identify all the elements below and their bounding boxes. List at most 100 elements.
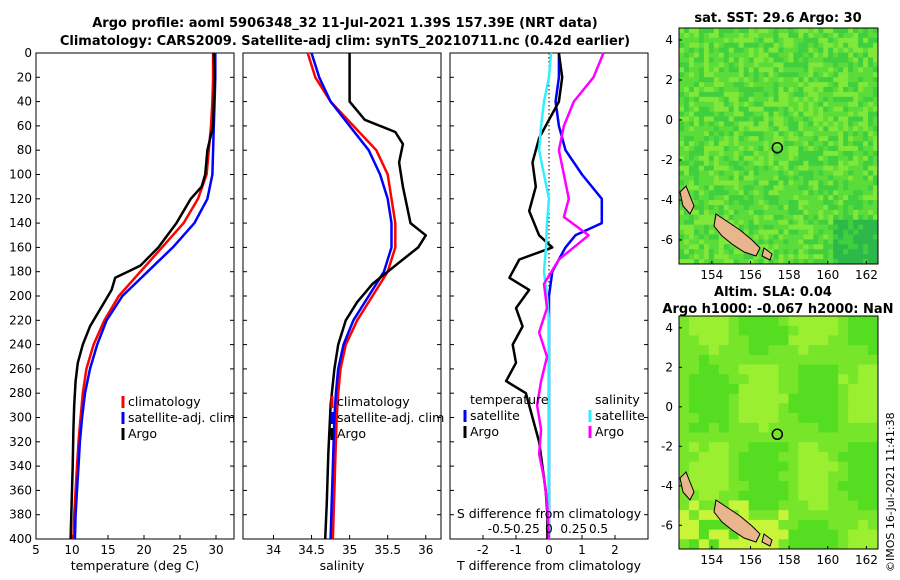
map-cell [693, 234, 700, 240]
map-cell [693, 37, 700, 44]
map-cell [763, 111, 769, 117]
map-cell [843, 96, 849, 103]
map-cell [858, 131, 864, 137]
map-cell [768, 519, 779, 530]
map-cell [748, 510, 759, 521]
sst-map-frame [678, 27, 879, 265]
map-cell [848, 37, 854, 44]
map-cell [868, 335, 879, 346]
map-cell [713, 180, 720, 186]
map-cell [713, 57, 720, 63]
map-cell [798, 150, 804, 157]
map-cell [773, 42, 779, 49]
map-cell [743, 131, 750, 137]
map-cell [798, 354, 809, 365]
map-cell [823, 214, 829, 221]
map-cell [843, 205, 849, 211]
map-cell [868, 185, 874, 191]
map-cell [793, 224, 799, 230]
map-cell [733, 214, 740, 221]
map-cell [853, 47, 859, 53]
map-cell [818, 325, 829, 336]
map-cell [868, 234, 874, 240]
map-cell [778, 195, 784, 201]
map-cell [843, 219, 849, 226]
map-cell [748, 325, 759, 336]
map-cell [718, 383, 730, 395]
map-cell [868, 77, 874, 83]
map-cell [868, 539, 879, 550]
difference-panel: -2 -1 0 1 2 S difference from climatology -0… [449, 52, 649, 573]
map-cell [818, 519, 829, 530]
map-cell [843, 101, 849, 108]
map-cell [773, 254, 779, 260]
map-cell [808, 141, 814, 147]
map-cell [833, 150, 839, 157]
map-cell [783, 28, 789, 34]
map-cell [748, 116, 755, 122]
map-cell [818, 383, 829, 395]
map-cell [768, 141, 774, 147]
map-cell [679, 116, 685, 122]
map-cell [728, 471, 740, 482]
map-cell [753, 165, 760, 171]
map-cell [788, 165, 794, 171]
map-cell [698, 364, 710, 375]
map-cell [793, 116, 799, 122]
map-cell [708, 214, 715, 221]
map-cell [728, 374, 740, 385]
map-y-tick-label: -2 [661, 439, 673, 453]
map-cell [793, 190, 799, 196]
map-cell [703, 101, 710, 108]
map-cell [793, 82, 799, 88]
map-cell [768, 37, 774, 44]
map-cell [838, 316, 849, 327]
map-cell [823, 101, 829, 108]
map-cell [778, 185, 784, 191]
map-cell [773, 200, 779, 206]
map-cell [813, 195, 819, 201]
map-cell [773, 126, 779, 132]
map-cell [828, 37, 834, 44]
map-cell [688, 150, 695, 157]
map-cell [818, 254, 824, 260]
map-cell [828, 451, 839, 463]
map-cell [788, 539, 799, 550]
map-cell [853, 224, 859, 230]
map-cell [723, 190, 730, 196]
map-cell [838, 106, 844, 112]
map-cell [848, 224, 854, 230]
map-cell [698, 224, 705, 230]
map-cell [853, 180, 859, 186]
map-cell [833, 82, 839, 88]
map-cell [788, 239, 794, 245]
map-cell [718, 239, 725, 245]
map-cell [738, 539, 750, 550]
map-cell [808, 325, 819, 336]
map-cell [803, 141, 809, 147]
map-cell [858, 116, 864, 122]
map-cell [713, 87, 720, 93]
map-cell [793, 234, 799, 240]
map-cell [818, 403, 829, 414]
map-cell [873, 200, 879, 206]
map-cell [703, 155, 710, 162]
map-cell [723, 249, 730, 255]
map-cell [873, 57, 879, 63]
map-cell [798, 160, 804, 167]
map-cell [853, 116, 859, 122]
map-cell [873, 52, 879, 58]
map-cell [723, 126, 730, 132]
map-cell [738, 106, 745, 112]
map-cell [693, 116, 700, 122]
map-cell [858, 165, 864, 171]
map-cell [698, 121, 705, 127]
map-cell [688, 254, 695, 260]
map-cell [693, 259, 700, 265]
map-cell [798, 205, 804, 211]
map-cell [863, 224, 869, 230]
map-cell [708, 170, 715, 176]
map-cell [868, 383, 879, 395]
map-cell [763, 47, 769, 53]
map-cell [758, 67, 764, 73]
